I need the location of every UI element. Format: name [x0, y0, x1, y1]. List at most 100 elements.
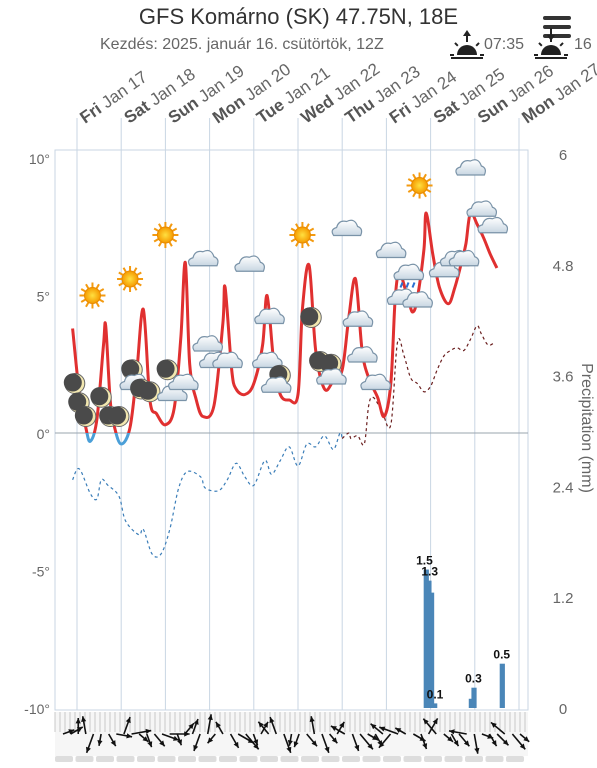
wind-arrow: [458, 733, 470, 747]
wind-arrow: [229, 733, 240, 749]
wind-arrow: [427, 718, 439, 735]
wind-strip-segment: [465, 756, 483, 762]
wind-arrow: [422, 718, 437, 735]
wind-arrow: [193, 733, 201, 752]
wind-strip-segment: [157, 756, 176, 762]
cloud-icon: [212, 351, 243, 369]
wind-arrow: [116, 733, 133, 739]
precipitation-tick-label: 0: [559, 701, 567, 718]
precipitation-bar: [468, 698, 474, 708]
chart-title: GFS Komárno (SK) 47.75N, 18E: [138, 4, 459, 29]
weather-icons: [63, 159, 509, 427]
temperature-tick-label: 10°: [29, 151, 50, 167]
wind-arrow: [123, 716, 131, 735]
cloud-icon: [254, 307, 285, 325]
wind-arrow: [108, 733, 117, 747]
cloud-icon: [477, 216, 509, 234]
wind-arrow: [450, 733, 460, 747]
wind-strip-segment: [198, 756, 217, 762]
wind-strip-segment: [178, 756, 196, 762]
wind-arrow: [473, 733, 480, 754]
wind-arrow: [378, 733, 392, 749]
wind-arrow: [330, 725, 346, 735]
wind-arrow: [370, 723, 384, 735]
precipitation-label: 0.1: [427, 687, 444, 701]
cloud-icon: [192, 335, 223, 352]
precipitation-bar: [432, 703, 438, 708]
sun-icon: [152, 222, 179, 248]
sunrise-sunset-icons: [450, 28, 568, 59]
cloud-icon: [402, 291, 433, 308]
cloud-icon: [347, 346, 378, 363]
sun-icon: [289, 222, 316, 248]
sunset-icon: [534, 28, 568, 59]
cloud-icon: [342, 310, 374, 327]
wind-arrow: [252, 733, 259, 746]
moon-icon: [107, 406, 130, 427]
sunrise-time: 07:35: [484, 36, 525, 53]
wind-strip-segment: [219, 756, 237, 762]
precipitation-axis: 6 4.8 3.6 2.4 1.2 0 Precipitation (mm): [553, 147, 595, 718]
cloud-icon: [331, 219, 363, 237]
precipitation-bars: 1.51.3 0.1 0.3 0.5: [416, 554, 510, 708]
wind-strip-segment: [96, 756, 114, 762]
wind-arrow: [81, 716, 87, 735]
wind-arrow: [215, 721, 224, 735]
wind-arrow: [306, 733, 318, 747]
temperature-line-above-zero: [71, 210, 499, 433]
wind-arrow: [206, 714, 213, 735]
wind-strip-segment: [260, 756, 278, 762]
wind-arrow: [448, 729, 467, 735]
wind-arrow: [257, 721, 270, 735]
wind-arrow: [153, 733, 166, 747]
precipitation-tick-label: 6: [559, 147, 567, 164]
wind-arrow: [176, 733, 183, 746]
moon-icon: [90, 386, 112, 408]
temperature-tick-label: 5°: [37, 289, 50, 305]
rain-cloud-icon: [393, 263, 425, 288]
wind-strip-segment: [383, 756, 401, 762]
wind-arrow: [207, 733, 216, 744]
wind-arrow: [336, 721, 345, 735]
wind-arrow: [420, 733, 428, 750]
cloud-icon: [187, 249, 219, 267]
wind-arrow: [359, 733, 374, 750]
temperature-line-below-zero: [85, 433, 131, 446]
sun-icon: [406, 172, 433, 199]
wind-arrow: [85, 733, 95, 754]
wind-arrow: [309, 716, 316, 735]
precipitation-bar: [428, 592, 435, 708]
wind-arrow: [293, 733, 300, 748]
precipitation-tick-label: 2.4: [553, 479, 574, 496]
wind-arrow: [131, 728, 152, 735]
cloud-icon: [252, 351, 283, 369]
precipitation-bar: [426, 580, 432, 708]
wind-arrow: [191, 718, 199, 735]
precipitation-tick-label: 4.8: [553, 258, 574, 275]
cloud-icon: [455, 159, 486, 176]
wind-arrow: [184, 722, 195, 735]
cloud-icon: [360, 373, 391, 391]
cloud-icon: [448, 249, 480, 267]
precipitation-label: 1.3: [421, 565, 438, 579]
menu-icon[interactable]: [543, 16, 571, 40]
wind-strip-segment: [424, 756, 442, 762]
wind-arrow: [97, 733, 103, 746]
moon-icon: [156, 359, 179, 381]
wind-strip-segment: [137, 756, 155, 762]
plot-frame: [54, 149, 529, 711]
wind-arrow: [379, 726, 399, 735]
wind-arrow: [443, 733, 454, 743]
sunrise-icon: [450, 30, 484, 59]
wind-arrow: [269, 716, 278, 735]
wind-strip-segment: [280, 756, 299, 762]
dewpoint-line: [341, 325, 495, 446]
cloud-icon: [168, 373, 199, 391]
wind-strip-segment: [239, 756, 258, 762]
precipitation-tick-label: 3.6: [553, 369, 574, 386]
precipitation-label: 1.5: [416, 554, 433, 568]
wind-arrow: [321, 733, 330, 754]
wind-arrow: [367, 733, 379, 741]
